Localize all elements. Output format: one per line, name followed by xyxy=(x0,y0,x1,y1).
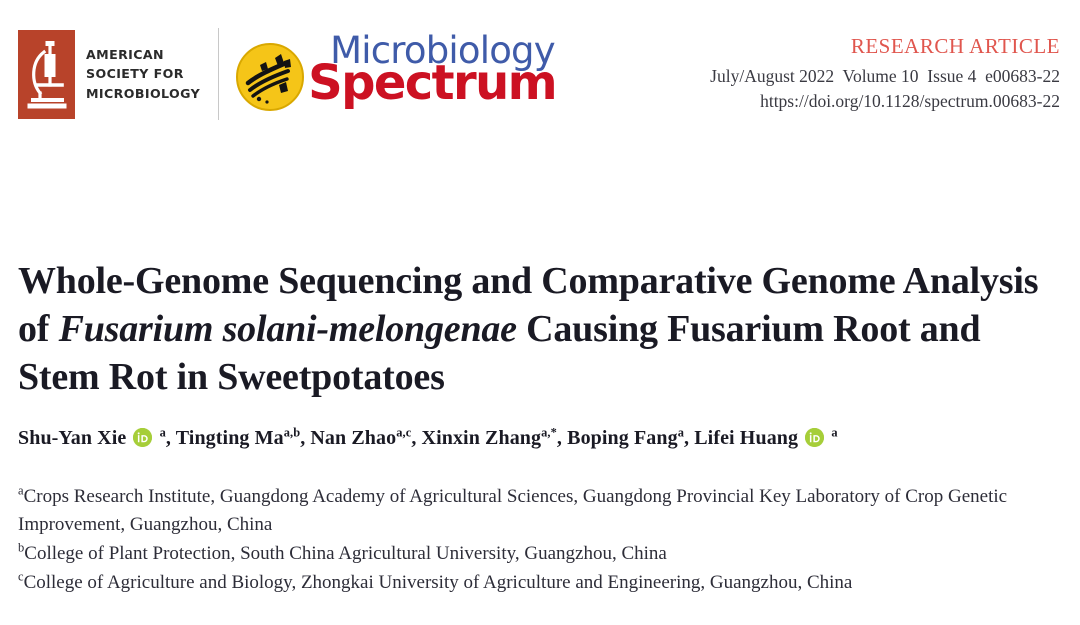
affiliation-text: Crops Research Institute, Guangdong Acad… xyxy=(18,486,1008,535)
publisher-logo-zone: AMERICAN SOCIETY FOR MICROBIOLOGY xyxy=(18,28,558,120)
author-affiliation-mark: a xyxy=(677,425,685,440)
author-entry: Nan Zhaoa,c xyxy=(310,425,412,449)
asm-word-line-2: SOCIETY FOR xyxy=(86,66,184,82)
author-entry: Boping Fanga xyxy=(567,425,685,449)
author-entry: Shu-Yan Xie a xyxy=(18,425,166,449)
journal-word-spectrum: Spectrum xyxy=(308,55,558,111)
affiliation-text: College of Agriculture and Biology, Zhon… xyxy=(23,571,853,593)
journal-wordmark: Microbiology Spectrum xyxy=(308,29,558,117)
author-separator: , xyxy=(411,427,422,449)
author-name: Shu-Yan Xie xyxy=(18,427,127,449)
title-part-2: Causing Fusarium Root and Stem Rot in Sw… xyxy=(18,308,981,399)
logo-divider xyxy=(218,28,220,120)
affiliation-item: cCollege of Agriculture and Biology, Zho… xyxy=(18,569,1064,597)
author-entry: Lifei Huang a xyxy=(694,425,838,449)
orcid-icon[interactable] xyxy=(805,428,825,447)
affiliation-text: College of Plant Protection, South China… xyxy=(24,542,667,564)
author-affiliation-mark: a,* xyxy=(541,425,557,440)
issue-info: July/August 2022 Volume 10 Issue 4 e0068… xyxy=(710,65,1060,86)
affiliation-mark: b xyxy=(18,540,25,555)
affiliation-list: aCrops Research Institute, Guangdong Aca… xyxy=(18,483,1064,598)
asm-word-line-1: AMERICAN xyxy=(86,47,164,63)
author-name: Lifei Huang xyxy=(694,427,799,449)
doi-link[interactable]: https://doi.org/10.1128/spectrum.00683-2… xyxy=(760,90,1060,111)
asm-word-line-3: MICROBIOLOGY xyxy=(86,85,201,101)
microscope-icon xyxy=(18,29,75,119)
author-name: Xinxin Zhang xyxy=(421,427,542,449)
article-meta: RESEARCH ARTICLE July/August 2022 Volume… xyxy=(710,32,1060,114)
author-list: Shu-Yan Xie a, Tingting Maa,b, Nan Zhaoa… xyxy=(18,425,1062,450)
author-separator: , xyxy=(684,427,695,449)
title-part-1: Whole-Genome Sequencing and Comparative … xyxy=(18,260,1039,351)
affiliation-item: aCrops Research Institute, Guangdong Aca… xyxy=(18,483,1064,539)
asm-logo[interactable]: AMERICAN SOCIETY FOR MICROBIOLOGY xyxy=(18,29,200,119)
affiliation-mark: c xyxy=(18,569,24,584)
author-entry: Xinxin Zhanga,* xyxy=(421,425,557,449)
author-name: Nan Zhao xyxy=(310,427,397,449)
author-separator: , xyxy=(556,427,568,449)
author-entry: Tingting Maa,b xyxy=(175,425,301,449)
petri-dish-icon xyxy=(234,41,306,113)
affiliation-mark: a xyxy=(18,483,24,498)
journal-logo[interactable]: Microbiology Spectrum xyxy=(234,29,558,117)
page-header: AMERICAN SOCIETY FOR MICROBIOLOGY xyxy=(0,0,1080,140)
author-affiliation-mark: a xyxy=(159,425,166,440)
page-title: Whole-Genome Sequencing and Comparative … xyxy=(18,258,1062,402)
author-affiliation-mark: a,c xyxy=(396,425,412,440)
journal-word-microbiology: Microbiology xyxy=(330,29,555,72)
author-separator: , xyxy=(165,427,176,449)
author-separator: , xyxy=(300,427,311,449)
author-affiliation-mark: a,b xyxy=(283,425,301,440)
orcid-icon[interactable] xyxy=(133,428,153,447)
title-species-name: Fusarium solani-melongenae xyxy=(58,308,517,351)
affiliation-item: bCollege of Plant Protection, South Chin… xyxy=(18,540,1064,568)
asm-wordmark: AMERICAN SOCIETY FOR MICROBIOLOGY xyxy=(86,45,200,102)
author-name: Tingting Ma xyxy=(175,427,284,449)
author-affiliation-mark: a xyxy=(831,425,838,440)
author-name: Boping Fang xyxy=(567,427,678,449)
article-type-label: RESEARCH ARTICLE xyxy=(850,34,1060,58)
